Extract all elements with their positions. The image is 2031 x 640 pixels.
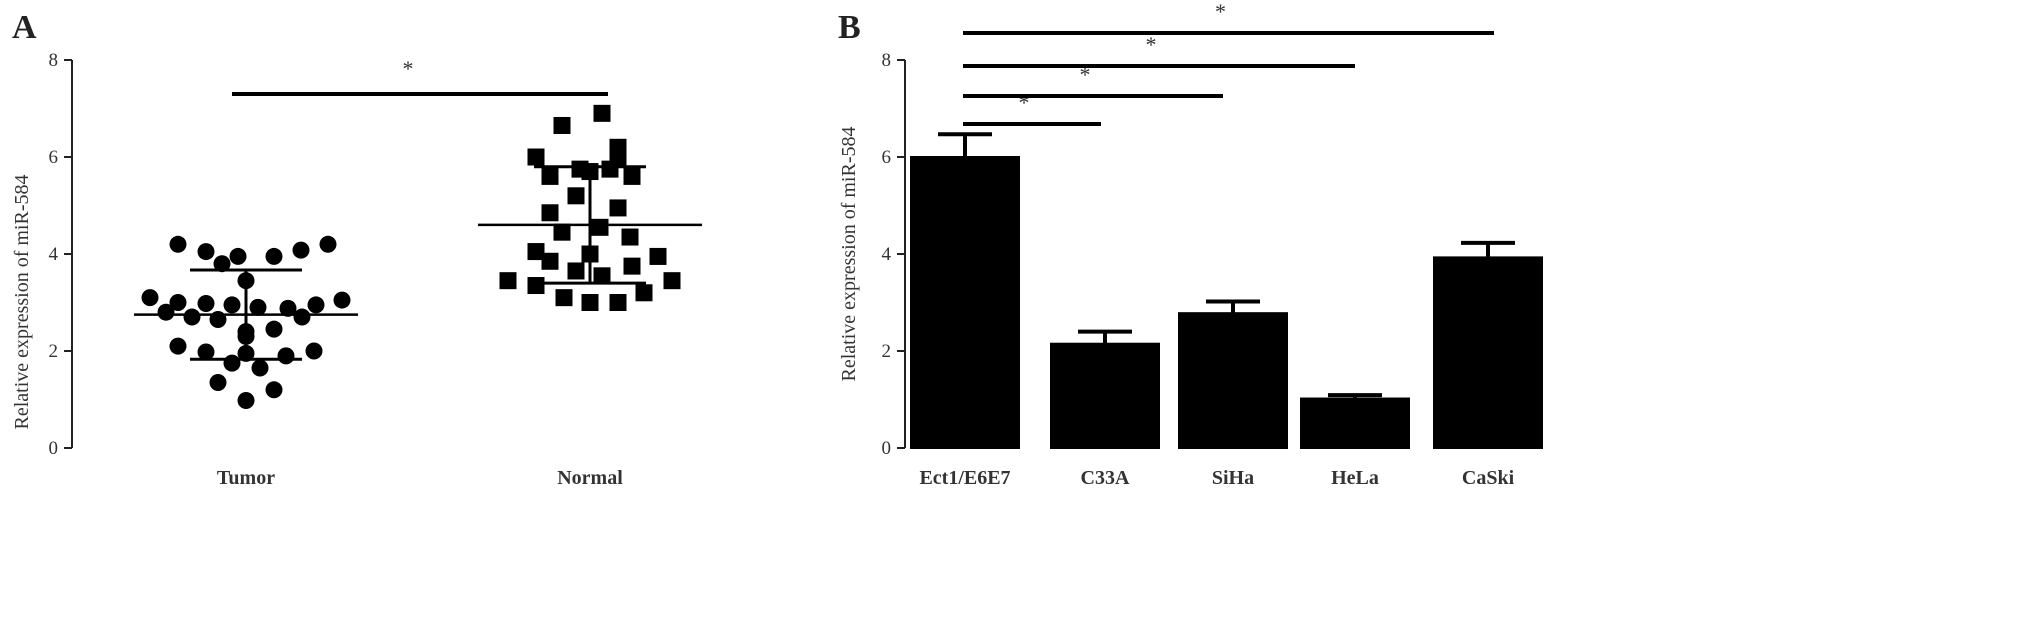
data-point-normal — [663, 272, 681, 290]
data-point-normal — [601, 160, 619, 178]
y-tick-label: 4 — [882, 244, 892, 265]
data-point-normal — [609, 199, 627, 217]
data-point-tumor — [209, 374, 227, 392]
panel-b-letter: B — [838, 9, 861, 46]
significance-star-1: * — [1080, 62, 1091, 87]
bar-0 — [910, 156, 1020, 449]
data-point-normal — [553, 116, 571, 134]
data-point-normal — [541, 204, 559, 222]
data-point-tumor — [237, 391, 255, 409]
data-point-normal — [593, 104, 611, 122]
significance-star: * — [403, 56, 414, 81]
y-tick-label: 6 — [882, 147, 892, 168]
data-point-tumor — [183, 308, 201, 326]
data-point-tumor — [229, 247, 247, 265]
data-point-normal — [591, 218, 609, 236]
significance-star-3: * — [1215, 0, 1226, 24]
data-point-tumor — [197, 243, 215, 261]
category-label-1: C33A — [1081, 467, 1130, 489]
bar-4 — [1433, 256, 1543, 449]
panel-a-mean-sd — [134, 165, 702, 361]
data-point-tumor — [249, 298, 267, 316]
y-tick-label: 0 — [49, 438, 59, 459]
panel-b-error-bars — [938, 132, 1515, 399]
data-point-tumor — [251, 359, 269, 377]
data-point-normal — [527, 148, 545, 166]
data-point-normal — [649, 247, 667, 265]
panel-a-y-ticks: 0 2 4 6 8 — [49, 50, 72, 459]
panel-a-letter: A — [12, 9, 37, 46]
data-point-tumor — [169, 235, 187, 253]
data-point-tumor — [333, 291, 351, 309]
data-point-normal — [541, 252, 559, 270]
panel-b-y-axis-label: Relative expression of miR-584 — [838, 127, 860, 382]
data-point-normal — [541, 167, 559, 185]
data-point-normal — [527, 243, 545, 261]
significance-star-0: * — [1019, 90, 1030, 115]
bar-2 — [1178, 312, 1288, 450]
data-point-normal — [567, 262, 585, 280]
data-point-normal — [623, 167, 641, 185]
panel-a-categories: Tumor Normal — [217, 467, 623, 489]
panel-b-significance: * * * * — [963, 0, 1494, 126]
y-tick-label: 2 — [882, 341, 892, 362]
data-point-tumor — [265, 320, 283, 338]
y-tick-label: 4 — [49, 244, 59, 265]
data-point-normal — [499, 272, 517, 290]
data-point-normal — [567, 187, 585, 205]
data-point-tumor — [169, 337, 187, 355]
panel-a: A Relative expression of miR-584 0 2 4 6 8 T… — [11, 9, 702, 489]
data-point-tumor — [277, 347, 295, 365]
bar-1 — [1050, 342, 1160, 450]
data-point-tumor — [223, 296, 241, 314]
data-point-tumor — [169, 294, 187, 311]
data-point-tumor — [319, 235, 337, 253]
y-tick-label: 0 — [882, 438, 892, 459]
data-point-tumor — [293, 308, 311, 326]
panel-b: B Relative expression of miR-584 0 2 4 6 8 E… — [838, 0, 1543, 489]
data-point-tumor — [305, 342, 323, 360]
data-point-normal — [609, 294, 627, 311]
y-tick-label: 6 — [49, 147, 59, 168]
panel-b-categories: Ect1/E6E7 C33A SiHa HeLa CaSki — [919, 467, 1514, 489]
data-point-tumor — [141, 289, 159, 307]
data-point-normal — [581, 294, 599, 311]
y-tick-label: 2 — [49, 341, 59, 362]
significance-star-2: * — [1146, 32, 1157, 57]
data-point-tumor — [157, 303, 175, 321]
y-tick-label: 8 — [882, 50, 892, 71]
data-point-tumor — [265, 381, 283, 399]
data-point-tumor — [307, 296, 325, 314]
data-point-normal — [527, 277, 545, 295]
data-point-tumor — [197, 343, 215, 361]
category-label-4: CaSki — [1462, 467, 1515, 489]
panel-b-y-ticks: 0 2 4 6 8 — [882, 50, 905, 459]
panel-a-points — [141, 104, 681, 409]
data-point-tumor — [223, 354, 241, 372]
category-label-2: SiHa — [1212, 467, 1254, 489]
data-point-tumor — [279, 299, 297, 317]
data-point-normal — [621, 228, 639, 246]
y-tick-label: 8 — [49, 50, 59, 71]
data-point-normal — [555, 289, 573, 307]
category-label-tumor: Tumor — [217, 467, 275, 489]
data-point-normal — [635, 284, 653, 302]
bar-3 — [1300, 397, 1410, 449]
panel-a-y-axis-label: Relative expression of miR-584 — [11, 175, 33, 430]
category-label-normal: Normal — [557, 467, 623, 489]
category-label-3: HeLa — [1331, 467, 1379, 489]
data-point-normal — [593, 267, 611, 285]
data-point-normal — [623, 257, 641, 275]
panel-a-significance: * — [232, 56, 608, 96]
category-label-0: Ect1/E6E7 — [919, 467, 1010, 489]
data-point-normal — [553, 223, 571, 241]
data-point-tumor — [197, 294, 215, 312]
data-point-tumor — [213, 255, 231, 273]
data-point-tumor — [265, 247, 283, 265]
data-point-tumor — [292, 241, 310, 259]
